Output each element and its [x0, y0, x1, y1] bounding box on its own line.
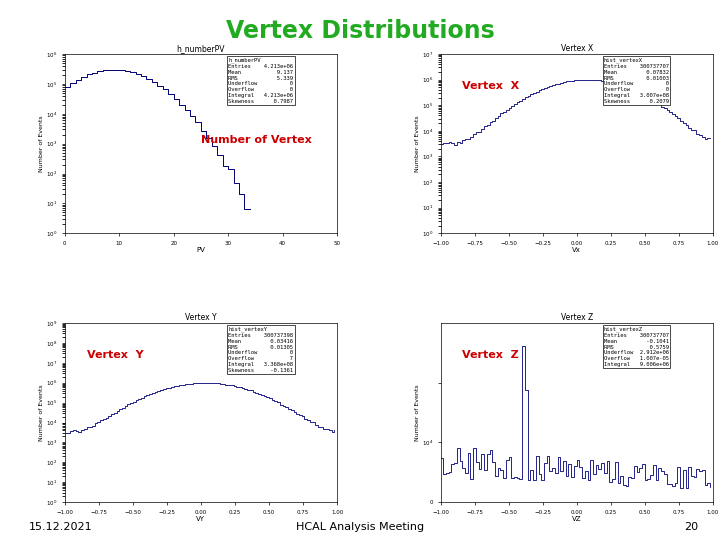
Text: Vertex Distributions: Vertex Distributions [225, 19, 495, 43]
Text: Vertex  X: Vertex X [462, 82, 520, 91]
Y-axis label: Number of Events: Number of Events [415, 116, 420, 172]
Text: hist_vertexY
Entries    300737398
Mean         0.03416
RMS          0.01305
Unde: hist_vertexY Entries 300737398 Mean 0.03… [228, 327, 293, 373]
Text: Vertex  Y: Vertex Y [86, 350, 143, 360]
Text: Number of Vertex: Number of Vertex [201, 135, 312, 145]
Text: 15.12.2021: 15.12.2021 [29, 522, 92, 532]
Text: hist_vertexX
Entries    300737707
Mean         0.07832
RMS          0.01003
Unde: hist_vertexX Entries 300737707 Mean 0.07… [604, 58, 669, 104]
X-axis label: VY: VY [197, 516, 205, 522]
Text: 20: 20 [684, 522, 698, 532]
Title: h_numberPV: h_numberPV [176, 44, 225, 53]
Title: Vertex X: Vertex X [561, 44, 593, 53]
X-axis label: PV: PV [197, 247, 205, 253]
Y-axis label: Number of Events: Number of Events [40, 384, 45, 441]
X-axis label: VZ: VZ [572, 516, 582, 522]
Text: hist_vertexZ
Entries    300737707
Mean         -0.1041
RMS           0.5759
Unde: hist_vertexZ Entries 300737707 Mean -0.1… [604, 327, 669, 367]
Text: h_numberPV
Entries    4.213e+06
Mean           9.137
RMS            5.339
Underf: h_numberPV Entries 4.213e+06 Mean 9.137 … [228, 58, 293, 104]
Y-axis label: Number of Events: Number of Events [40, 116, 45, 172]
Text: HCAL Analysis Meeting: HCAL Analysis Meeting [296, 522, 424, 532]
Title: Vertex Y: Vertex Y [185, 313, 217, 322]
X-axis label: Vx: Vx [572, 247, 581, 253]
Y-axis label: Number of Events: Number of Events [415, 384, 420, 441]
Text: Vertex  Z: Vertex Z [462, 350, 519, 360]
Title: Vertex Z: Vertex Z [561, 313, 593, 322]
